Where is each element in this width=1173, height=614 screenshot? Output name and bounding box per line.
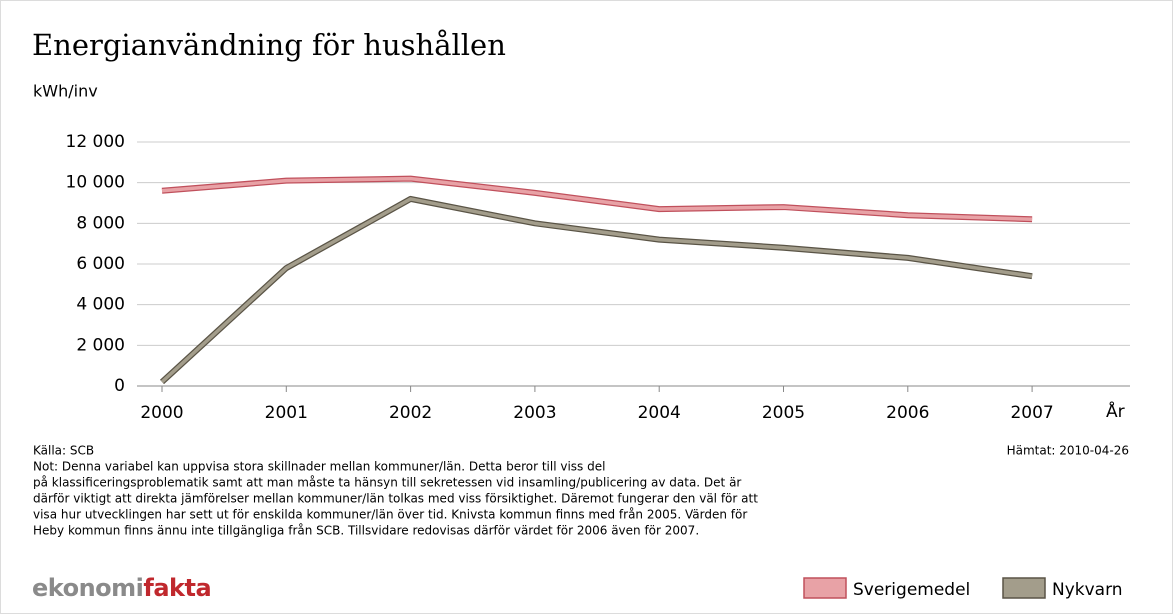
logo: ekonomifakta xyxy=(32,574,211,602)
line xyxy=(161,176,1033,222)
y-tick-label: 10 000 xyxy=(66,173,125,193)
x-tick-label: 2005 xyxy=(762,403,805,423)
legend-label: Nykvarn xyxy=(1052,580,1123,600)
x-tick-label: 2004 xyxy=(638,403,681,423)
y-tick-label: 6 000 xyxy=(76,254,125,274)
logo-part: fakta xyxy=(143,574,211,602)
y-axis-label: kWh/inv xyxy=(33,82,98,101)
note-line: därför viktigt att direkta jämförelser m… xyxy=(33,492,758,506)
chart-title: Energianvändning för hushållen xyxy=(32,28,506,62)
x-tick-label: 2006 xyxy=(886,403,929,423)
y-tick-label: 4 000 xyxy=(76,295,125,315)
y-tick-label: 12 000 xyxy=(66,132,125,152)
x-tick-label: 2000 xyxy=(140,403,183,423)
legend-swatch xyxy=(1002,577,1046,599)
retrieved: Hämtat: 2010-04-26 xyxy=(1007,444,1129,458)
x-tick-label: 2007 xyxy=(1010,403,1053,423)
y-tick-label: 8 000 xyxy=(76,213,125,233)
note-line: Not: Denna variabel kan uppvisa stora sk… xyxy=(33,460,605,474)
x-tick-label: 2003 xyxy=(513,403,556,423)
source: Källa: SCB xyxy=(33,444,94,458)
y-tick-label: 2 000 xyxy=(76,335,125,355)
note-line: Heby kommun finns ännu inte tillgängliga… xyxy=(33,524,699,538)
y-tick-label: 0 xyxy=(114,376,125,396)
logo-part: ekonomi xyxy=(32,574,143,602)
x-tick-label: 2001 xyxy=(265,403,308,423)
x-axis-label: År xyxy=(1106,400,1125,422)
legend-label: Sverigemedel xyxy=(853,580,970,600)
line xyxy=(160,197,1033,384)
x-tick-label: 2002 xyxy=(389,403,432,423)
legend-swatch xyxy=(803,577,847,599)
note-line: visa hur utvecklingen har sett ut för en… xyxy=(33,508,747,522)
note-line: på klassificeringsproblematik samt att m… xyxy=(33,476,741,490)
